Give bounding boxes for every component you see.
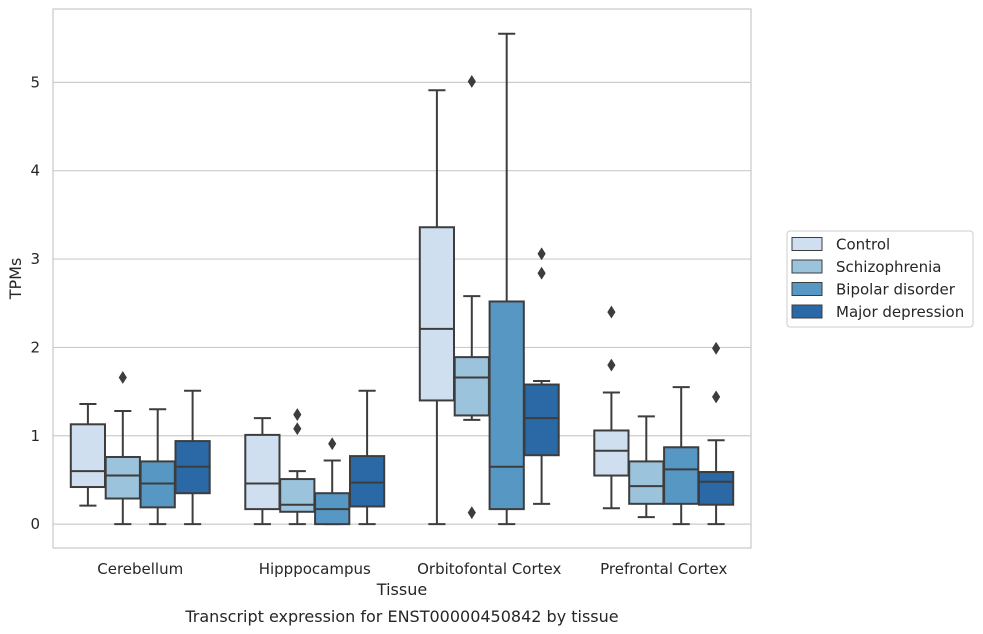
legend-label: Bipolar disorder bbox=[836, 281, 956, 299]
box-iqr bbox=[244, 433, 281, 511]
legend-frame bbox=[786, 230, 974, 328]
box-schizophrenia bbox=[279, 408, 316, 526]
y-tick-label: 1 bbox=[30, 427, 40, 445]
legend: Control Schizophrenia Bipolar disorder Majo… bbox=[786, 230, 974, 328]
y-tick-label: 0 bbox=[30, 515, 40, 533]
outlier-point bbox=[712, 390, 721, 404]
box-bipolar-disorder bbox=[314, 437, 351, 526]
box-plot-marks bbox=[69, 32, 735, 526]
outlier-point bbox=[607, 305, 616, 319]
chart-caption: Transcript expression for ENST0000045084… bbox=[184, 607, 618, 626]
outlier-point bbox=[328, 437, 337, 451]
box-iqr bbox=[104, 455, 141, 500]
legend-swatch bbox=[791, 259, 823, 274]
outlier-point bbox=[467, 75, 476, 88]
y-axis-label: TPMs bbox=[6, 258, 25, 301]
legend-label: Control bbox=[836, 236, 890, 254]
box-control bbox=[418, 89, 456, 526]
box-iqr bbox=[593, 429, 630, 477]
y-tick-label: 4 bbox=[30, 162, 40, 180]
box-major-depression bbox=[697, 341, 735, 526]
x-tick-label: Prefrontal Cortex bbox=[600, 560, 727, 578]
plot-frame bbox=[52, 8, 752, 549]
box-major-depression bbox=[523, 247, 560, 505]
y-tick-label: 2 bbox=[30, 338, 40, 356]
x-tick-label: Hipppocampus bbox=[259, 560, 371, 578]
box-iqr bbox=[628, 460, 665, 505]
box-major-depression bbox=[348, 389, 386, 526]
plot-background bbox=[53, 9, 751, 548]
legend-swatch bbox=[791, 304, 823, 319]
x-tick-label: Cerebellum bbox=[97, 560, 183, 578]
box-iqr bbox=[697, 471, 735, 506]
y-gridlines bbox=[53, 81, 751, 525]
legend-swatch bbox=[791, 282, 823, 296]
y-tick-label: 3 bbox=[30, 250, 40, 268]
box-iqr bbox=[523, 383, 560, 457]
box-bipolar-disorder bbox=[663, 386, 700, 526]
legend-items: Control Schizophrenia Bipolar disorder Majo… bbox=[791, 236, 964, 321]
box-bipolar-disorder bbox=[488, 32, 525, 526]
box-bipolar-disorder bbox=[139, 408, 176, 526]
x-tick-labels: Cerebellum Hipppocampus Orbitofontal Corte… bbox=[97, 560, 727, 578]
box-control bbox=[69, 402, 107, 507]
legend-label: Major depression bbox=[836, 303, 964, 321]
x-tick-label: Orbitofontal Cortex bbox=[417, 560, 561, 578]
box-iqr bbox=[348, 455, 386, 508]
outlier-point bbox=[537, 266, 546, 280]
outlier-point bbox=[293, 408, 302, 422]
y-tick-label: 5 bbox=[30, 73, 40, 91]
box-iqr bbox=[69, 423, 107, 489]
box-schizophrenia bbox=[628, 415, 665, 519]
box-iqr bbox=[453, 356, 490, 417]
box-iqr bbox=[279, 478, 316, 513]
outlier-point bbox=[537, 247, 546, 261]
box-iqr bbox=[488, 300, 525, 511]
legend-label: Schizophrenia bbox=[836, 258, 941, 276]
box-schizophrenia bbox=[453, 75, 490, 520]
legend-swatch bbox=[791, 237, 823, 251]
outlier-point bbox=[118, 371, 127, 384]
outlier-point bbox=[293, 422, 302, 436]
x-axis-label: Tissue bbox=[376, 580, 427, 599]
outlier-point bbox=[607, 358, 616, 372]
box-major-depression bbox=[174, 389, 211, 526]
outlier-point bbox=[467, 506, 476, 520]
box-iqr bbox=[418, 226, 456, 402]
box-schizophrenia bbox=[104, 371, 141, 526]
box-iqr bbox=[663, 446, 700, 505]
box-control bbox=[593, 305, 630, 510]
y-tick-labels: 0 1 2 3 4 5 bbox=[30, 73, 40, 533]
outlier-point bbox=[712, 341, 721, 355]
box-control bbox=[244, 417, 281, 526]
